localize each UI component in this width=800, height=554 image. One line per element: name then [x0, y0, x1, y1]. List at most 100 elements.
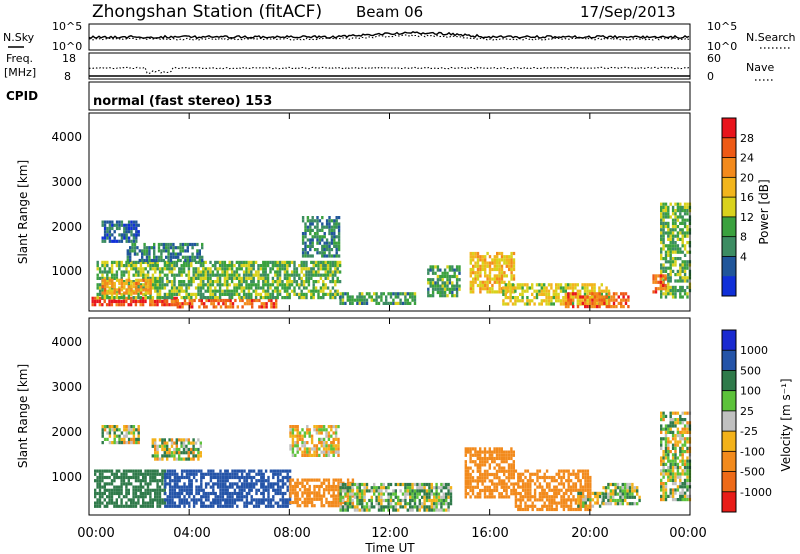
velocity-cell [433, 495, 436, 499]
velocity-cell [660, 411, 663, 415]
velocity-cell [163, 438, 166, 442]
velocity-cell [224, 482, 227, 486]
velocity-cell [255, 482, 258, 486]
velocity-cell [545, 504, 549, 508]
power-cell [103, 291, 107, 295]
velocity-cell [164, 479, 167, 483]
velocity-cell [240, 482, 244, 486]
power-cell [472, 255, 475, 259]
velocity-cell [94, 501, 97, 505]
power-cell [502, 286, 505, 290]
velocity-cell [445, 502, 448, 506]
velocity-cell [421, 482, 424, 487]
cpid-label: CPID [6, 89, 38, 103]
power-cell [286, 289, 289, 293]
velocity-cell [626, 492, 629, 496]
velocity-cell [233, 482, 237, 486]
power-cell [223, 270, 227, 274]
power-cell [191, 242, 194, 247]
power-cell [122, 273, 126, 277]
power-cell [624, 298, 628, 302]
velocity-cell [245, 485, 249, 489]
power-cell [344, 301, 347, 305]
power-cell [236, 305, 239, 309]
power-cell [543, 292, 546, 296]
power-cell [671, 228, 675, 232]
velocity-cell [435, 498, 438, 503]
power-cell [252, 283, 255, 287]
velocity-cell [168, 504, 172, 508]
power-cell [591, 283, 594, 287]
velocity-cell [667, 494, 670, 498]
power-cell [298, 292, 301, 296]
velocity-cell [325, 431, 328, 435]
velocity-cell [667, 424, 670, 428]
velocity-cell [134, 469, 138, 473]
power-cell [216, 276, 219, 280]
power-cell [196, 249, 199, 253]
velocity-cell [616, 486, 620, 490]
velocity-cell [173, 457, 176, 461]
power-cell [363, 295, 366, 299]
date-title: 17/Sep/2013 [580, 3, 676, 21]
velocity-cell [557, 488, 561, 492]
power-cell [356, 301, 359, 305]
power-cell [600, 298, 604, 302]
velocity-cell [284, 501, 287, 505]
velocity-cell [567, 475, 570, 480]
power-ytick-2000: 2000 [51, 220, 82, 234]
velocity-cell [330, 488, 333, 492]
power-cell [664, 253, 668, 257]
velocity-cell [686, 430, 689, 434]
velocity-cell [170, 454, 174, 458]
velocity-cell [533, 491, 537, 496]
power-cell [319, 264, 323, 268]
velocity-cell [233, 472, 237, 476]
power-cell [479, 283, 482, 288]
power-cell [427, 278, 430, 282]
power-cell [276, 270, 279, 274]
power-cell [228, 283, 231, 287]
velocity-cell [120, 498, 123, 502]
power-cell [139, 270, 143, 274]
power-cell [509, 296, 512, 300]
power-cell [283, 296, 287, 300]
power-cell [676, 225, 680, 229]
velocity-cell [296, 444, 299, 448]
velocity-cell [553, 507, 556, 512]
power-cell [373, 298, 376, 302]
velocity-cell [416, 508, 419, 512]
power-cell [336, 280, 339, 284]
power-cell [223, 283, 227, 287]
power-cell [189, 255, 192, 259]
power-cell [173, 283, 176, 287]
power-cell [201, 258, 204, 263]
velocity-cell [212, 469, 215, 473]
power-cell [521, 283, 524, 287]
velocity-cell [469, 456, 472, 461]
velocity-cell [219, 485, 222, 489]
power-cell [328, 248, 331, 252]
velocity-cell [464, 466, 467, 470]
power-cell [266, 292, 270, 296]
velocity-cell [686, 478, 689, 482]
velocity-cell [291, 425, 295, 429]
power-cell [257, 264, 260, 268]
power-cell [309, 254, 312, 258]
power-cell [399, 301, 402, 305]
velocity-cell [257, 472, 261, 476]
power-cell [545, 286, 548, 290]
velocity-cell [118, 488, 121, 492]
power-cell [142, 260, 145, 264]
velocity-cell [236, 475, 239, 480]
velocity-cell [521, 485, 525, 489]
velocity-cell [110, 491, 114, 496]
power-cell [312, 280, 315, 284]
velocity-cell [449, 486, 453, 490]
power-cell [113, 239, 116, 243]
power-cell [311, 244, 314, 248]
power-cell [170, 283, 174, 287]
power-cell [584, 295, 587, 299]
power-cell [681, 260, 684, 264]
velocity-cell [310, 441, 314, 445]
